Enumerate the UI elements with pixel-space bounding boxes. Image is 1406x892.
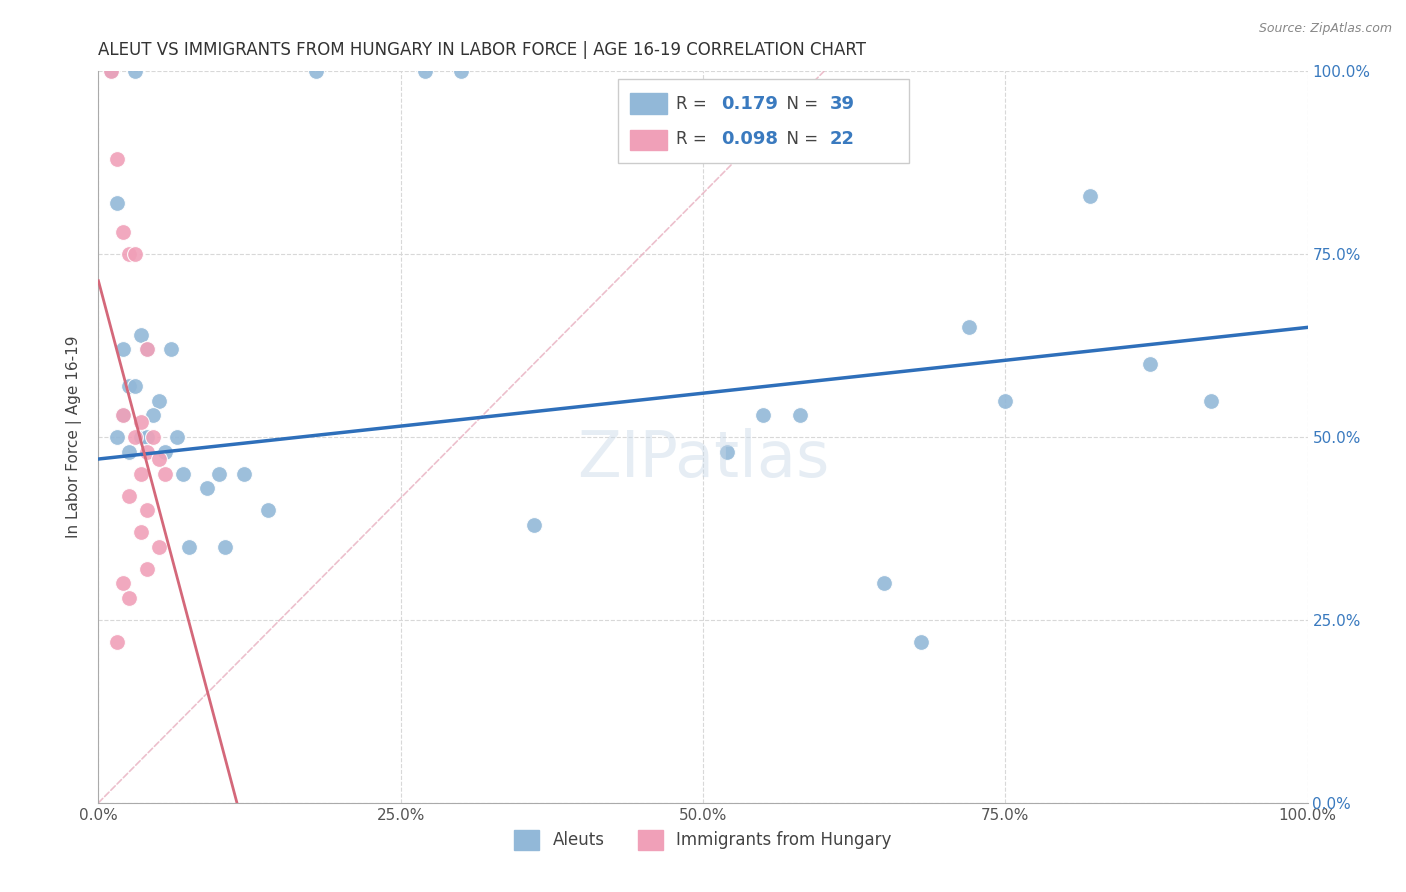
- Point: [129, 467, 152, 481]
- Point: [118, 489, 141, 503]
- Text: N =: N =: [776, 130, 823, 148]
- Text: 0.098: 0.098: [721, 130, 778, 148]
- Point: [1199, 393, 1222, 408]
- Point: [100, 64, 122, 78]
- FancyBboxPatch shape: [619, 78, 908, 163]
- Point: [957, 320, 980, 334]
- Point: [124, 379, 146, 393]
- Point: [179, 540, 201, 554]
- Point: [105, 196, 128, 211]
- Point: [752, 408, 775, 422]
- Point: [142, 430, 165, 444]
- Point: [195, 481, 218, 495]
- Text: N =: N =: [776, 95, 823, 112]
- Point: [873, 576, 896, 591]
- Text: 0.179: 0.179: [721, 95, 778, 112]
- Point: [129, 525, 152, 540]
- Point: [214, 540, 236, 554]
- Point: [148, 540, 170, 554]
- Point: [135, 503, 157, 517]
- Text: R =: R =: [676, 95, 713, 112]
- Point: [111, 408, 134, 422]
- Point: [105, 430, 128, 444]
- Point: [450, 64, 472, 78]
- Point: [124, 430, 146, 444]
- Point: [118, 591, 141, 605]
- Point: [166, 430, 188, 444]
- Point: [105, 635, 128, 649]
- Point: [135, 343, 157, 357]
- Point: [413, 64, 436, 78]
- Point: [716, 444, 738, 458]
- Point: [129, 327, 152, 342]
- Text: ZIPatlas: ZIPatlas: [576, 428, 830, 490]
- Legend: Aleuts, Immigrants from Hungary: Aleuts, Immigrants from Hungary: [508, 823, 898, 856]
- Point: [118, 444, 141, 458]
- Point: [789, 408, 811, 422]
- Point: [100, 64, 122, 78]
- Point: [111, 576, 134, 591]
- Point: [1078, 188, 1101, 202]
- Point: [135, 562, 157, 576]
- Point: [232, 467, 254, 481]
- Point: [135, 444, 157, 458]
- Point: [160, 343, 183, 357]
- Point: [105, 152, 128, 166]
- Y-axis label: In Labor Force | Age 16-19: In Labor Force | Age 16-19: [66, 335, 83, 539]
- Text: Source: ZipAtlas.com: Source: ZipAtlas.com: [1258, 22, 1392, 36]
- Point: [523, 517, 546, 532]
- Point: [208, 467, 231, 481]
- Point: [124, 64, 146, 78]
- Point: [256, 503, 278, 517]
- Point: [994, 393, 1017, 408]
- Point: [135, 430, 157, 444]
- Point: [118, 247, 141, 261]
- Point: [129, 430, 152, 444]
- Point: [148, 393, 170, 408]
- Point: [1139, 357, 1161, 371]
- Point: [305, 64, 328, 78]
- Point: [142, 408, 165, 422]
- FancyBboxPatch shape: [630, 94, 666, 114]
- Point: [124, 247, 146, 261]
- Point: [153, 444, 176, 458]
- Point: [910, 635, 932, 649]
- Point: [135, 343, 157, 357]
- Text: 22: 22: [830, 130, 855, 148]
- Point: [111, 225, 134, 239]
- Point: [118, 379, 141, 393]
- Text: ALEUT VS IMMIGRANTS FROM HUNGARY IN LABOR FORCE | AGE 16-19 CORRELATION CHART: ALEUT VS IMMIGRANTS FROM HUNGARY IN LABO…: [98, 41, 866, 59]
- Point: [153, 467, 176, 481]
- Text: 39: 39: [830, 95, 855, 112]
- Point: [148, 452, 170, 467]
- Point: [111, 408, 134, 422]
- Text: R =: R =: [676, 130, 713, 148]
- Point: [111, 343, 134, 357]
- Point: [172, 467, 194, 481]
- Point: [129, 416, 152, 430]
- FancyBboxPatch shape: [630, 130, 666, 151]
